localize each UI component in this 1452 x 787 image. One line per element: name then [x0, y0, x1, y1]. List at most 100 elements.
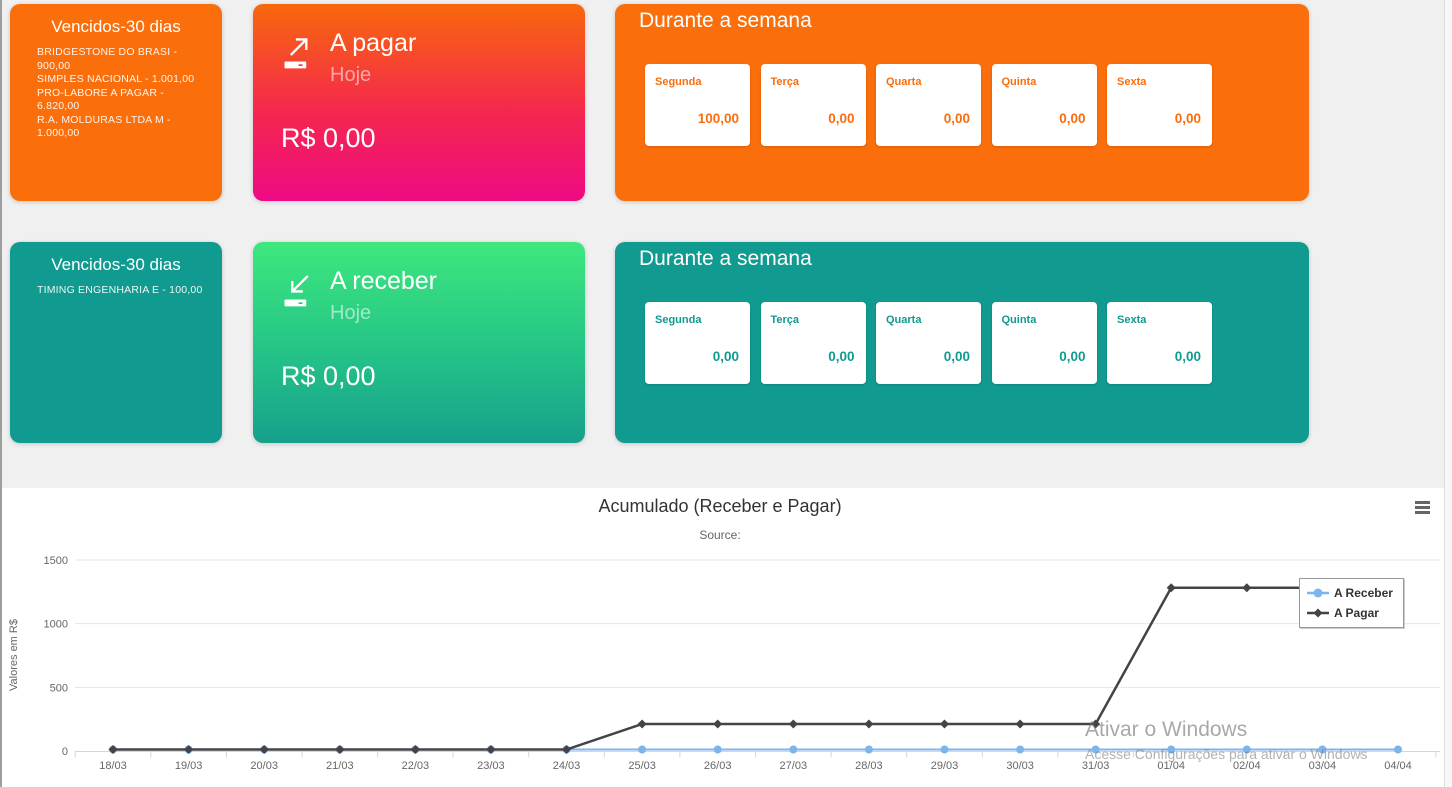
series-line-a-pagar [113, 586, 1398, 751]
windows-activation-watermark-sub: Acesse Configurações para ativar o Windo… [1085, 746, 1368, 762]
day-card-terça: Terça 0,00 [760, 302, 866, 384]
legend-item-a-pagar[interactable]: A Pagar [1307, 603, 1393, 623]
day-value: 0,00 [828, 111, 855, 126]
data-point [410, 745, 420, 754]
data-point [1242, 583, 1252, 593]
day-label: Quarta [886, 76, 922, 88]
x-axis-label: 22/03 [402, 760, 430, 772]
day-label: Segunda [655, 76, 702, 88]
vencidos-item: BRIDGESTONE DO BRASI - 900,00 [37, 46, 178, 72]
x-axis-label: 27/03 [780, 760, 808, 772]
day-label: Quarta [886, 314, 922, 326]
card-subtitle: Hoje [330, 302, 372, 324]
day-card-sexta: Sexta 0,00 [1107, 302, 1212, 384]
data-point [1242, 745, 1251, 754]
day-label: Terça [770, 76, 800, 88]
data-point [335, 745, 345, 754]
card-semana-receber: Durante a semana Segunda 0,00 Terça 0,00 Qua… [615, 242, 1309, 443]
card-title: A pagar [330, 29, 417, 57]
data-point [486, 745, 496, 754]
legend-label: A Pagar [1334, 606, 1379, 620]
x-axis-label: 31/03 [1082, 760, 1110, 772]
vencidos-item: PRO-LABORE A PAGAR - 6.820,00 [37, 86, 164, 113]
day-card-quinta: Quinta 0,00 [991, 302, 1097, 384]
day-card-sexta: Sexta 0,00 [1107, 64, 1212, 146]
card-vencidos-receber: Vencidos-30 dias TIMING ENGENHARIA E - 1… [10, 242, 222, 443]
window-left-edge [0, 0, 2, 787]
y-axis-label: 1000 [44, 619, 68, 631]
day-value: 0,00 [828, 349, 855, 364]
x-axis-label: 20/03 [250, 760, 278, 772]
x-axis-label: 21/03 [326, 760, 354, 772]
card-title: A receber [330, 267, 438, 295]
day-label: Quinta [1001, 76, 1037, 88]
day-label: Segunda [655, 314, 702, 326]
vencidos-item: SIMPLES NACIONAL - 1.001,00 [37, 73, 195, 85]
card-a-pagar: A pagar Hoje R$ 0,00 [253, 4, 585, 201]
day-label: Terça [770, 314, 800, 326]
hamburger-icon[interactable] [1415, 501, 1430, 514]
money-in-arrow-icon [284, 275, 309, 307]
x-axis-label: 25/03 [628, 760, 656, 772]
data-point [789, 745, 798, 754]
data-point [1394, 745, 1402, 754]
x-axis-label: 24/03 [553, 760, 581, 772]
data-point [1016, 745, 1025, 754]
x-axis-label: 23/03 [477, 760, 505, 772]
day-value: 0,00 [943, 349, 970, 364]
data-point [864, 719, 874, 729]
day-value: 0,00 [943, 111, 970, 126]
vencidos-pagar-list: BRIDGESTONE DO BRASI - 900,00 SIMPLES NAC… [37, 46, 208, 141]
data-point [1091, 719, 1101, 729]
day-label: Quinta [1001, 314, 1037, 326]
data-point [562, 745, 571, 754]
data-point [788, 719, 798, 729]
x-axis-label: 19/03 [175, 760, 203, 772]
day-value: 0,00 [1174, 349, 1201, 364]
x-axis-label: 18/03 [99, 760, 127, 772]
day-card-quarta: Quarta 0,00 [876, 302, 981, 384]
y-axis-label: 1500 [44, 555, 68, 567]
legend-marker-icon [1307, 608, 1329, 618]
data-point [1015, 719, 1025, 729]
accumulated-chart: Acumulado (Receber e Pagar) Source: 18/0… [0, 488, 1452, 787]
legend-item-a-receber[interactable]: A Receber [1307, 583, 1393, 603]
chart-subtitle: Source: [699, 528, 741, 542]
y-axis-label: 0 [62, 746, 68, 758]
money-out-arrow-icon [284, 38, 308, 69]
card-title: Vencidos-30 dias [51, 17, 181, 36]
card-value: R$ 0,00 [281, 361, 376, 391]
x-axis-label: 03/04 [1309, 760, 1337, 772]
card-vencidos-pagar: Vencidos-30 dias BRIDGESTONE DO BRASI - … [10, 4, 222, 201]
data-point [940, 745, 949, 754]
x-axis-label: 26/03 [704, 760, 732, 772]
day-card-terça: Terça 0,00 [760, 64, 866, 146]
day-label: Sexta [1117, 76, 1147, 88]
y-axis-label: 500 [50, 682, 68, 694]
data-point [940, 719, 949, 729]
vencidos-item: R.A. MOLDURAS LTDA M - 1.000,00 [37, 113, 171, 140]
data-point [637, 719, 647, 729]
data-point [638, 745, 647, 754]
day-value: 0,00 [712, 349, 739, 364]
data-point [108, 745, 118, 754]
data-point [713, 719, 723, 729]
data-point [864, 745, 873, 754]
chart-legend: A Receber A Pagar [1299, 578, 1404, 628]
day-label: Sexta [1117, 314, 1147, 326]
windows-activation-watermark: Ativar o Windows [1085, 718, 1248, 741]
data-point [184, 745, 194, 754]
day-value: 100,00 [697, 111, 739, 126]
card-title: Vencidos-30 dias [51, 255, 181, 274]
x-axis-label: 30/03 [1006, 760, 1034, 772]
data-point [713, 745, 722, 754]
card-a-receber: A receber Hoje R$ 0,00 [253, 242, 585, 443]
data-point [259, 745, 269, 754]
scrollbar-track[interactable] [1444, 0, 1452, 787]
day-value: 0,00 [1059, 111, 1086, 126]
legend-marker-icon [1307, 588, 1329, 598]
card-semana-pagar: Durante a semana Segunda 100,00 Terça 0,00 Q… [615, 4, 1309, 201]
card-subtitle: Hoje [330, 64, 372, 86]
day-value: 0,00 [1059, 349, 1086, 364]
x-axis-label: 28/03 [855, 760, 883, 772]
